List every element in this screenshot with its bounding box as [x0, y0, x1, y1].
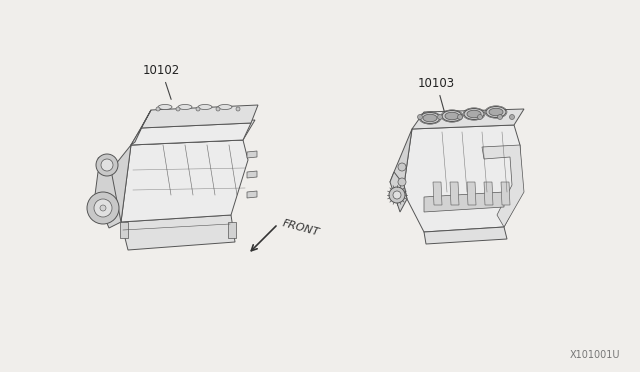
Polygon shape — [484, 182, 493, 205]
Polygon shape — [390, 129, 412, 185]
Ellipse shape — [218, 105, 232, 109]
Circle shape — [94, 199, 112, 217]
Polygon shape — [433, 182, 442, 205]
Polygon shape — [501, 182, 510, 205]
Polygon shape — [131, 120, 255, 145]
Polygon shape — [121, 140, 248, 222]
Circle shape — [398, 163, 406, 171]
Ellipse shape — [486, 106, 506, 118]
Circle shape — [389, 187, 405, 203]
Circle shape — [438, 115, 442, 119]
Text: FRONT: FRONT — [281, 218, 320, 238]
Circle shape — [509, 115, 515, 119]
Polygon shape — [467, 182, 476, 205]
Polygon shape — [121, 215, 235, 250]
Polygon shape — [424, 227, 507, 244]
Circle shape — [196, 107, 200, 111]
Circle shape — [393, 191, 401, 199]
Polygon shape — [131, 123, 251, 145]
Ellipse shape — [178, 105, 192, 109]
Circle shape — [477, 115, 483, 119]
Ellipse shape — [445, 112, 459, 120]
Circle shape — [100, 205, 106, 211]
Polygon shape — [412, 109, 524, 129]
Polygon shape — [141, 105, 258, 128]
Polygon shape — [131, 110, 151, 145]
Circle shape — [497, 115, 502, 119]
Circle shape — [398, 178, 406, 186]
Circle shape — [458, 115, 463, 119]
Circle shape — [96, 154, 118, 176]
Ellipse shape — [467, 110, 481, 118]
Circle shape — [101, 159, 113, 171]
Ellipse shape — [442, 110, 462, 122]
Ellipse shape — [158, 105, 172, 109]
Polygon shape — [247, 191, 257, 198]
Polygon shape — [424, 192, 504, 212]
Circle shape — [176, 107, 180, 111]
Polygon shape — [247, 151, 257, 158]
Ellipse shape — [423, 114, 437, 122]
Polygon shape — [450, 182, 459, 205]
Circle shape — [216, 107, 220, 111]
Text: 10103: 10103 — [418, 77, 455, 111]
Polygon shape — [390, 172, 407, 212]
Polygon shape — [120, 222, 128, 238]
Polygon shape — [105, 145, 131, 222]
Text: X101001U: X101001U — [570, 350, 620, 360]
Ellipse shape — [489, 108, 503, 116]
Text: 10102: 10102 — [143, 64, 180, 99]
Polygon shape — [404, 125, 522, 232]
Ellipse shape — [420, 112, 440, 124]
Circle shape — [236, 107, 240, 111]
Circle shape — [87, 192, 119, 224]
Ellipse shape — [198, 105, 212, 109]
Polygon shape — [98, 155, 107, 163]
Polygon shape — [482, 145, 524, 227]
Polygon shape — [228, 222, 236, 238]
Polygon shape — [95, 170, 121, 228]
Polygon shape — [247, 171, 257, 178]
Ellipse shape — [464, 109, 484, 119]
Circle shape — [156, 107, 160, 111]
Circle shape — [417, 115, 422, 119]
